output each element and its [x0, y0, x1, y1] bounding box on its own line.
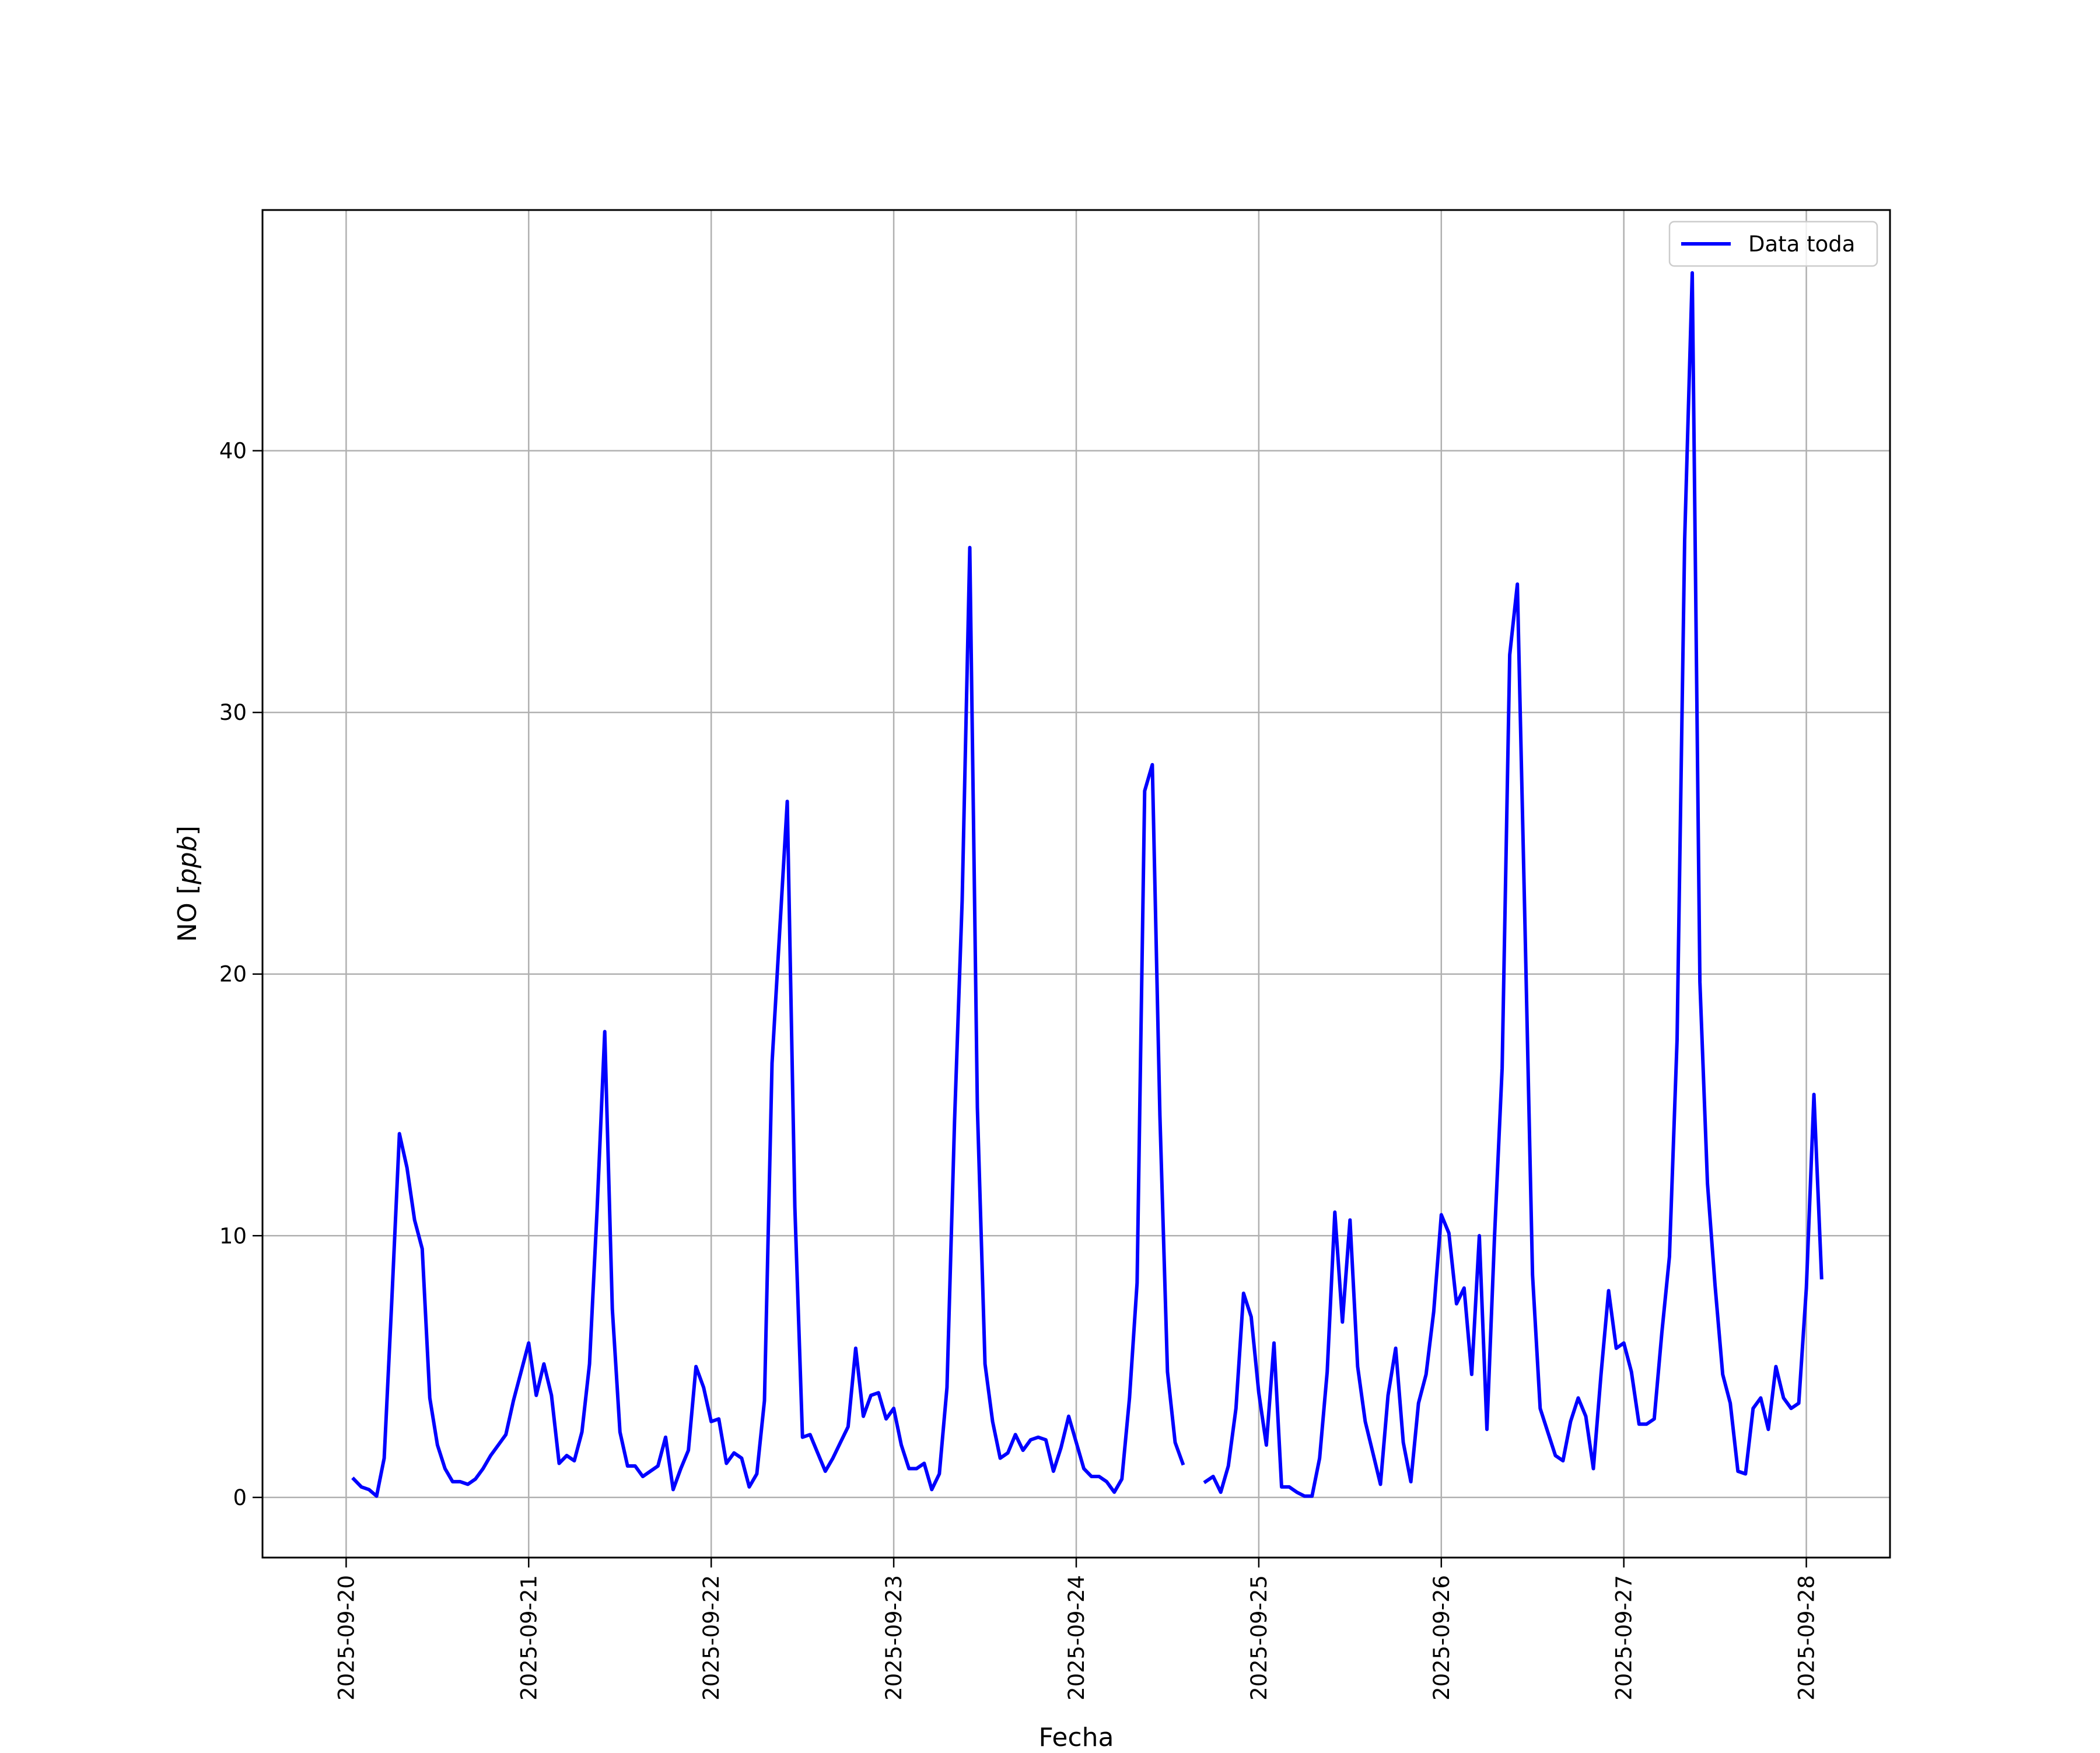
y-axis-label-bracket-open: [: [173, 884, 202, 902]
y-axis-label-bracket-close: ]: [173, 825, 202, 835]
x-tick-label: 2025-09-26: [1429, 1575, 1454, 1700]
legend-label: Data toda: [1748, 232, 1855, 257]
x-tick-label: 2025-09-21: [516, 1575, 541, 1700]
grid: [262, 210, 1890, 1558]
y-axis-label-unit: ppb: [173, 835, 202, 885]
x-tick-label: 2025-09-20: [334, 1575, 359, 1700]
y-axis-label-main: NO: [173, 902, 202, 942]
x-tick-label: 2025-09-22: [699, 1575, 724, 1700]
y-tick-label: 10: [219, 1223, 247, 1248]
x-tick-label: 2025-09-24: [1064, 1575, 1089, 1700]
x-tick-label: 2025-09-27: [1612, 1575, 1637, 1700]
y-axis: 0 10 20 30 40: [219, 439, 262, 1510]
legend-box: [1668, 221, 1878, 267]
y-tick-label: 0: [233, 1485, 247, 1510]
legend: Data toda: [1668, 221, 1878, 267]
x-tick-label: 2025-09-28: [1794, 1575, 1819, 1700]
x-axis: 2025-09-20 2025-09-21 2025-09-22 2025-09-23…: [334, 1558, 1819, 1700]
series-layer: [351, 271, 1824, 1498]
y-axis-label: NO [ppb]: [173, 825, 202, 942]
y-tick-label: 40: [219, 439, 247, 464]
series-line: [351, 271, 1824, 1498]
y-tick-label: 20: [219, 962, 247, 987]
x-tick-label: 2025-09-23: [881, 1575, 907, 1700]
x-tick-label: 2025-09-25: [1247, 1575, 1272, 1700]
y-tick-label: 30: [219, 700, 247, 725]
x-axis-label: Fecha: [1038, 1723, 1114, 1750]
